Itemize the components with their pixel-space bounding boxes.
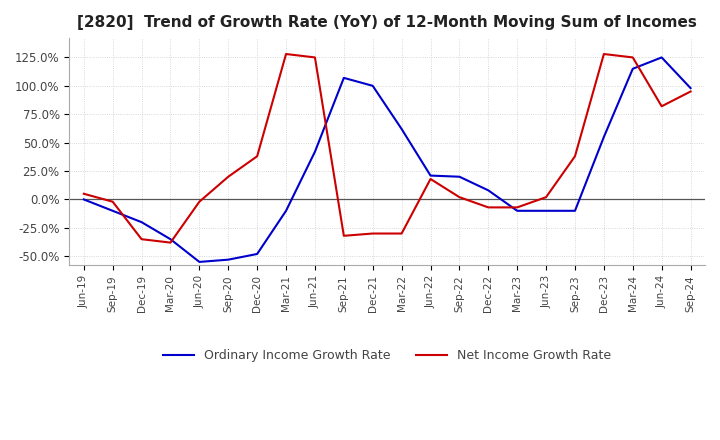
Ordinary Income Growth Rate	[369, 83, 377, 88]
Net Income Growth Rate	[541, 194, 550, 200]
Line: Net Income Growth Rate: Net Income Growth Rate	[84, 54, 690, 242]
Ordinary Income Growth Rate	[686, 85, 695, 91]
Ordinary Income Growth Rate	[109, 208, 117, 213]
Net Income Growth Rate	[166, 240, 175, 245]
Line: Ordinary Income Growth Rate: Ordinary Income Growth Rate	[84, 58, 690, 262]
Ordinary Income Growth Rate	[79, 197, 88, 202]
Net Income Growth Rate	[224, 174, 233, 180]
Ordinary Income Growth Rate	[600, 134, 608, 139]
Net Income Growth Rate	[195, 199, 204, 204]
Net Income Growth Rate	[310, 55, 319, 60]
Net Income Growth Rate	[657, 104, 666, 109]
Net Income Growth Rate	[109, 199, 117, 204]
Ordinary Income Growth Rate	[138, 220, 146, 225]
Net Income Growth Rate	[600, 51, 608, 57]
Ordinary Income Growth Rate	[455, 174, 464, 180]
Title: [2820]  Trend of Growth Rate (YoY) of 12-Month Moving Sum of Incomes: [2820] Trend of Growth Rate (YoY) of 12-…	[77, 15, 697, 30]
Net Income Growth Rate	[484, 205, 492, 210]
Ordinary Income Growth Rate	[484, 188, 492, 193]
Ordinary Income Growth Rate	[397, 126, 406, 132]
Net Income Growth Rate	[571, 154, 580, 159]
Net Income Growth Rate	[369, 231, 377, 236]
Net Income Growth Rate	[629, 55, 637, 60]
Ordinary Income Growth Rate	[195, 259, 204, 264]
Ordinary Income Growth Rate	[571, 208, 580, 213]
Net Income Growth Rate	[340, 233, 348, 238]
Net Income Growth Rate	[79, 191, 88, 196]
Net Income Growth Rate	[455, 194, 464, 200]
Net Income Growth Rate	[138, 237, 146, 242]
Ordinary Income Growth Rate	[426, 173, 435, 178]
Ordinary Income Growth Rate	[629, 66, 637, 71]
Ordinary Income Growth Rate	[166, 237, 175, 242]
Net Income Growth Rate	[282, 51, 290, 57]
Ordinary Income Growth Rate	[282, 208, 290, 213]
Net Income Growth Rate	[426, 176, 435, 182]
Ordinary Income Growth Rate	[340, 75, 348, 81]
Ordinary Income Growth Rate	[513, 208, 521, 213]
Ordinary Income Growth Rate	[224, 257, 233, 262]
Ordinary Income Growth Rate	[541, 208, 550, 213]
Net Income Growth Rate	[513, 205, 521, 210]
Legend: Ordinary Income Growth Rate, Net Income Growth Rate: Ordinary Income Growth Rate, Net Income …	[158, 344, 616, 367]
Net Income Growth Rate	[253, 154, 261, 159]
Ordinary Income Growth Rate	[253, 251, 261, 257]
Ordinary Income Growth Rate	[310, 149, 319, 154]
Net Income Growth Rate	[397, 231, 406, 236]
Net Income Growth Rate	[686, 89, 695, 94]
Ordinary Income Growth Rate	[657, 55, 666, 60]
